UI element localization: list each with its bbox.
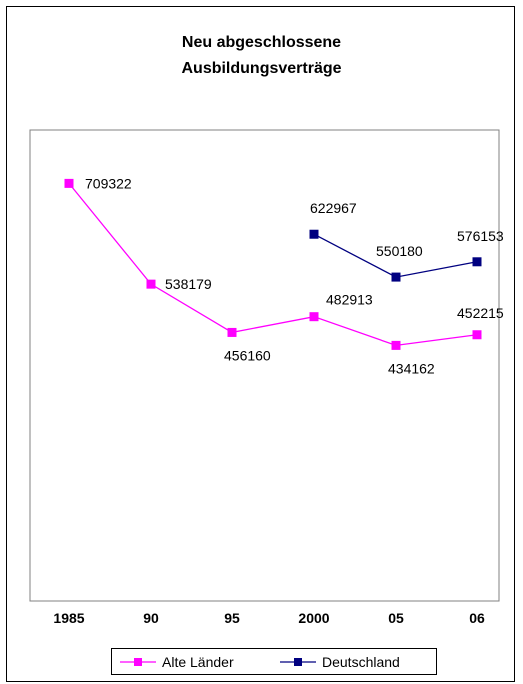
data-point-marker (391, 272, 401, 282)
x-axis-tick-labels: 1985 90 95 2000 05 06 (53, 610, 485, 626)
data-point-marker (309, 229, 319, 239)
data-point-marker (472, 330, 482, 340)
x-tick-label: 1985 (53, 610, 84, 626)
data-label: 434162 (388, 360, 435, 376)
data-label: 576153 (457, 228, 504, 244)
x-tick-label: 05 (388, 610, 404, 626)
chart-title-line-1: Neu abgeschlossene (181, 34, 342, 51)
series-deutschland: 622967 550180 576153 (309, 200, 504, 282)
chart-title: Neu abgeschlossene Ausbildungsverträge (0, 30, 523, 82)
legend-label-deutschland: Deutschland (322, 654, 400, 670)
legend-label-alte-laender: Alte Länder (162, 654, 234, 670)
legend-marker-deutschland (280, 658, 316, 666)
data-label: 709322 (85, 175, 132, 191)
data-label: 622967 (310, 200, 357, 216)
data-label: 482913 (326, 292, 373, 308)
data-point-marker (309, 312, 319, 322)
legend: Alte Länder Deutschland (111, 648, 437, 675)
data-label: 456160 (224, 347, 271, 363)
series-alte-laender: 709322 538179 456160 482913 434162 452215 (64, 175, 504, 376)
chart-title-line-2: Ausbildungsverträge (181, 60, 342, 77)
x-tick-label: 06 (469, 610, 485, 626)
plot-area (29, 129, 500, 602)
data-point-marker (227, 327, 237, 337)
data-label: 452215 (457, 305, 504, 321)
x-tick-label: 2000 (298, 610, 329, 626)
legend-marker-alte-laender (120, 658, 156, 666)
x-tick-label: 90 (143, 610, 159, 626)
data-point-marker (146, 279, 156, 289)
series-layer: 709322 538179 456160 482913 434162 452215 6229… (64, 175, 504, 376)
data-point-marker (391, 340, 401, 350)
data-label: 550180 (376, 243, 423, 259)
data-point-marker (64, 178, 74, 188)
series-line (68, 182, 478, 347)
data-label: 538179 (165, 276, 212, 292)
x-tick-label: 95 (224, 610, 240, 626)
data-point-marker (472, 257, 482, 267)
